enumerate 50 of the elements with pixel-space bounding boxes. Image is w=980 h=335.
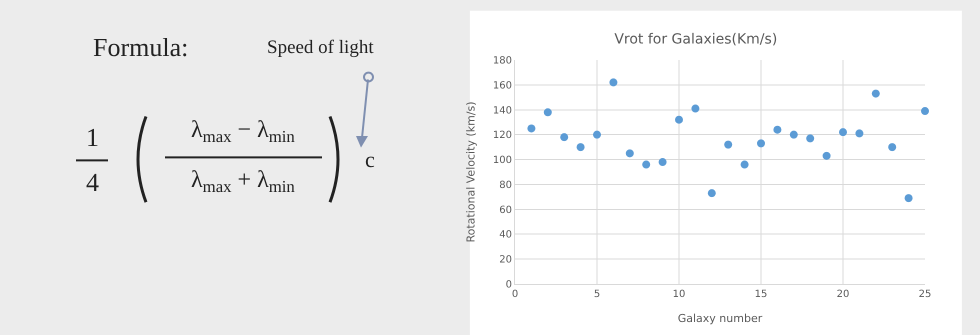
y-tick-label: 100 — [492, 155, 512, 166]
x-tick-label: 10 — [672, 289, 686, 300]
point — [773, 126, 782, 134]
text: Formula: — [93, 33, 188, 62]
point — [544, 108, 552, 116]
point — [724, 140, 732, 149]
text: λ$_{max}$ + λ$_{min}$ — [191, 167, 296, 196]
y-tick-label: 60 — [499, 204, 512, 216]
chart-title: Vrot for Galaxies(Km/s) — [614, 31, 778, 48]
x-tick-label: 20 — [836, 289, 850, 300]
point — [576, 143, 585, 152]
point — [527, 124, 536, 132]
x-axis-title: Galaxy number — [678, 312, 763, 326]
point — [609, 78, 618, 86]
point — [757, 139, 765, 148]
point — [921, 107, 929, 116]
x-tick-label: 15 — [754, 289, 768, 300]
point — [839, 128, 847, 136]
point — [888, 143, 896, 152]
y-tick-label: 40 — [499, 230, 512, 241]
point — [642, 160, 650, 169]
text: c — [365, 147, 375, 172]
point — [560, 133, 568, 142]
x-tick-label: 25 — [918, 289, 932, 300]
text: 4 — [86, 168, 99, 197]
point — [904, 194, 913, 202]
point — [658, 158, 667, 166]
text: Speed of light — [267, 37, 374, 58]
text: λ$_{max}$ − λ$_{min}$ — [191, 117, 296, 146]
y-tick-label: 140 — [492, 105, 512, 116]
point — [872, 90, 880, 98]
point — [790, 130, 798, 139]
y-tick-label: 80 — [499, 180, 512, 191]
y-tick-label: 160 — [492, 80, 512, 92]
y-tick-label: 0 — [506, 280, 512, 290]
point — [675, 116, 683, 124]
x-tick-label: 5 — [594, 289, 600, 300]
text: 1 — [86, 123, 99, 152]
y-axis-title: Rotational Velocity (km/s) — [464, 101, 478, 243]
point — [806, 134, 814, 142]
point — [708, 189, 716, 198]
y-tick-label: 20 — [499, 254, 512, 266]
point — [822, 152, 831, 160]
point — [740, 160, 749, 169]
point — [855, 129, 864, 138]
y-tick-label: 120 — [492, 130, 512, 142]
point — [593, 130, 601, 139]
y-tick-label: 180 — [492, 56, 512, 66]
point — [691, 104, 700, 113]
point — [626, 149, 634, 158]
